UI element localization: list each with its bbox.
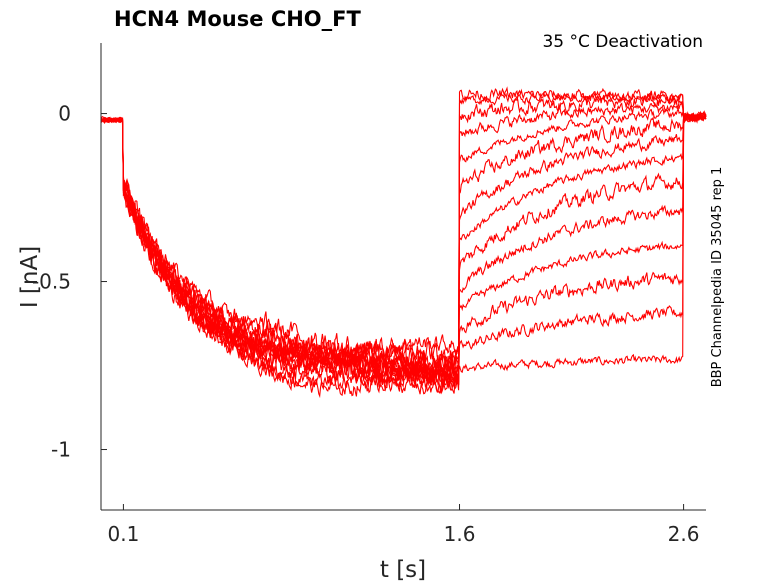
- current-trace: [100, 107, 707, 395]
- y-ticks-group: 0 -0.5 -1: [32, 102, 107, 462]
- chart-title: HCN4 Mouse CHO_FT: [114, 7, 361, 31]
- side-label: BBP Channelpedia ID 35045 rep 1: [710, 167, 725, 388]
- x-tick-label: 1.6: [444, 522, 476, 546]
- x-axis-label: t [s]: [380, 557, 426, 583]
- x-ticks-group: 0.1 1.6 2.6: [108, 504, 700, 546]
- chart-annotation: 35 °C Deactivation: [542, 32, 703, 52]
- x-tick-label: 0.1: [108, 522, 140, 546]
- current-trace: [100, 86, 707, 373]
- y-tick-label: -1: [51, 438, 71, 462]
- y-axis-label: I [nA]: [17, 246, 43, 308]
- x-tick-label: 2.6: [668, 522, 700, 546]
- y-tick-label: 0: [58, 102, 71, 126]
- y-tick-label: -0.5: [32, 270, 71, 294]
- current-trace: [100, 91, 707, 399]
- traces-group: [100, 86, 707, 399]
